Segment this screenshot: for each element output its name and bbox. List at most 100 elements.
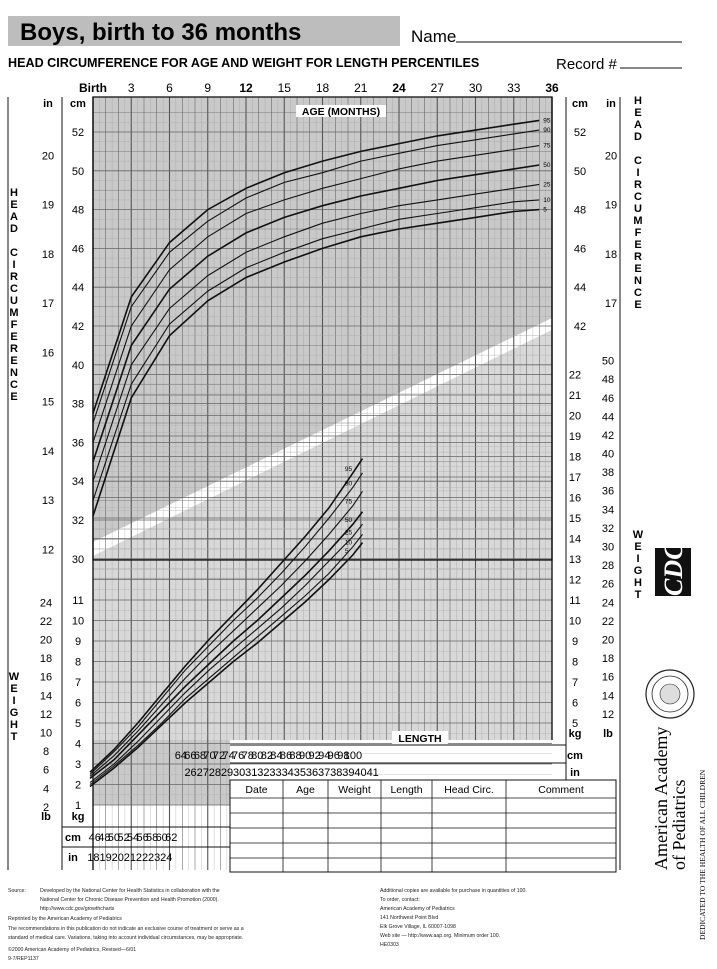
wl-lb-tick-right: 26 bbox=[602, 579, 614, 591]
head-circumference-vertical-label: U bbox=[10, 295, 18, 307]
length-cm-tick: 68 bbox=[194, 750, 206, 762]
wl-lb-tick-right: 44 bbox=[602, 411, 614, 423]
weight-vertical-label: I bbox=[12, 695, 15, 707]
head-circumference-vertical-label: R bbox=[10, 343, 18, 355]
hc-in-tick-right: 17 bbox=[605, 298, 617, 310]
hc-in-tick-left: 19 bbox=[42, 200, 54, 212]
footer-order-line: American Academy of Pediatrics bbox=[380, 906, 455, 912]
length-in-tick: 39 bbox=[342, 767, 354, 779]
head-circumference-vertical-label: D bbox=[10, 223, 18, 235]
month-tick-label: 36 bbox=[545, 81, 559, 95]
cdc-logo: CDC bbox=[655, 542, 691, 596]
wl-kg-tick-right: 9 bbox=[572, 636, 578, 648]
wl-percentile-curve-90 bbox=[89, 472, 363, 775]
aap-tagline: DEDICATED TO THE HEALTH OF ALL CHILDREN bbox=[698, 769, 707, 940]
head-circumference-vertical-label-right: E bbox=[634, 239, 641, 251]
wl-lb-tick-right: 46 bbox=[602, 393, 614, 405]
hc-percentile-curve-95 bbox=[92, 119, 540, 414]
hc-percentile-curve-5 bbox=[92, 208, 540, 517]
wl-kg-tick-left: 1 bbox=[75, 800, 81, 812]
footer-source-label: Source: bbox=[8, 888, 26, 894]
length-cm-tick: 58 bbox=[146, 832, 158, 844]
hc-in-tick-left: 18 bbox=[42, 249, 54, 261]
wl-kg-tick-left: 3 bbox=[75, 759, 81, 771]
head-circumference-vertical-label: H bbox=[10, 187, 18, 199]
length-in-tick: 29 bbox=[221, 767, 233, 779]
month-tick-label: 24 bbox=[392, 81, 406, 95]
hc-in-tick-left: 16 bbox=[42, 347, 54, 359]
length-unit-cm-left: cm bbox=[65, 832, 81, 844]
wl-lb-tick-left: 20 bbox=[40, 635, 52, 647]
hc-percentile-label: 75 bbox=[543, 143, 551, 150]
length-cm-tick: 86 bbox=[280, 750, 292, 762]
head-circumference-vertical-label: E bbox=[10, 355, 17, 367]
wl-kg-tick-right: 22 bbox=[569, 370, 581, 382]
hc-cm-tick-left: 48 bbox=[72, 205, 84, 217]
head-circumference-vertical-label-right: E bbox=[634, 107, 641, 119]
weight-vertical-label-right: T bbox=[635, 589, 642, 601]
wl-percentile-curve-75 bbox=[89, 490, 363, 777]
length-cm-tick: 100 bbox=[344, 750, 362, 762]
length-in-tick: 37 bbox=[318, 767, 330, 779]
wl-lb-tick-right: 30 bbox=[602, 542, 614, 554]
hc-cm-tick-left: 34 bbox=[72, 476, 84, 488]
length-cm-tick: 64 bbox=[175, 750, 187, 762]
length-cm-tick: 48 bbox=[98, 832, 110, 844]
length-in-tick: 35 bbox=[294, 767, 306, 779]
wl-kg-tick-right: 12 bbox=[569, 575, 581, 587]
wl-kg-tick-right: 10 bbox=[569, 616, 581, 628]
length-cm-tick: 56 bbox=[136, 832, 148, 844]
wl-percentile-label: 75 bbox=[345, 499, 353, 506]
head-circumference-vertical-label-right: E bbox=[634, 299, 641, 311]
length-in-tick: 33 bbox=[269, 767, 281, 779]
measurement-table[interactable]: Date Age Weight Length Head Circ. Comment bbox=[229, 779, 617, 873]
hc-cm-tick-right: 42 bbox=[574, 321, 586, 333]
weight-vertical-label-right: W bbox=[633, 529, 644, 541]
head-circumference-vertical-label: R bbox=[10, 271, 18, 283]
wl-kg-tick-left: 9 bbox=[75, 636, 81, 648]
wl-kg-tick-left: 11 bbox=[72, 595, 83, 607]
weight-vertical-label-right: E bbox=[634, 541, 641, 553]
length-in-tick: 28 bbox=[209, 767, 221, 779]
wl-kg-tick-right: 21 bbox=[569, 390, 581, 402]
table-header-cell: Date bbox=[245, 784, 267, 796]
wl-kg-tick-left: 6 bbox=[75, 698, 81, 710]
wl-kg-tick-left: 5 bbox=[75, 718, 81, 730]
hc-cm-tick-right: 48 bbox=[574, 205, 586, 217]
length-in-tick: 41 bbox=[367, 767, 379, 779]
length-cm-tick: 76 bbox=[232, 750, 244, 762]
wl-kg-tick-right: 18 bbox=[569, 452, 581, 464]
wl-kg-tick-left: 10 bbox=[72, 616, 84, 628]
table-header-cell: Head Circ. bbox=[444, 784, 494, 796]
wl-percentile-curve-50 bbox=[89, 511, 364, 780]
head-circumference-vertical-label: E bbox=[10, 331, 17, 343]
hc-percentile-label: 50 bbox=[543, 162, 551, 169]
wl-kg-tick-right: 15 bbox=[569, 513, 581, 525]
chart-subtitle: HEAD CIRCUMFERENCE FOR AGE AND WEIGHT FO… bbox=[8, 56, 479, 70]
title-banner bbox=[8, 16, 400, 46]
wl-percentile-curve-5 bbox=[89, 542, 364, 788]
wl-unit-lb-right: lb bbox=[603, 728, 613, 740]
wl-lb-tick-right: 14 bbox=[602, 690, 614, 702]
head-circumference-vertical-label: M bbox=[9, 307, 18, 319]
length-cm-tick: 54 bbox=[127, 832, 139, 844]
head-circumference-vertical-label-right: R bbox=[634, 251, 642, 263]
footer-copyright: ©2000 American Academy of Pediatrics, Re… bbox=[8, 946, 136, 953]
length-in-tick: 26 bbox=[184, 767, 196, 779]
wl-lb-tick-left: 6 bbox=[43, 765, 49, 777]
hc-percentile-label: 25 bbox=[543, 181, 551, 188]
wl-lb-tick-left: 4 bbox=[43, 783, 49, 795]
hc-cm-tick-left: 38 bbox=[72, 399, 84, 411]
length-unit-in-left: in bbox=[68, 852, 78, 864]
length-cm-tick: 98 bbox=[337, 750, 349, 762]
length-axis-title: LENGTH bbox=[398, 733, 441, 745]
head-circumference-vertical-label-right: M bbox=[633, 215, 642, 227]
percentile-curves bbox=[89, 119, 540, 788]
head-circumference-vertical-label: E bbox=[10, 199, 17, 211]
wl-percentile-label: 90 bbox=[345, 480, 353, 487]
head-circumference-vertical-label: I bbox=[12, 259, 15, 271]
wl-percentile-curve-95 bbox=[89, 458, 364, 773]
weight-vertical-label: H bbox=[10, 719, 18, 731]
wl-kg-tick-right: 14 bbox=[569, 534, 581, 546]
